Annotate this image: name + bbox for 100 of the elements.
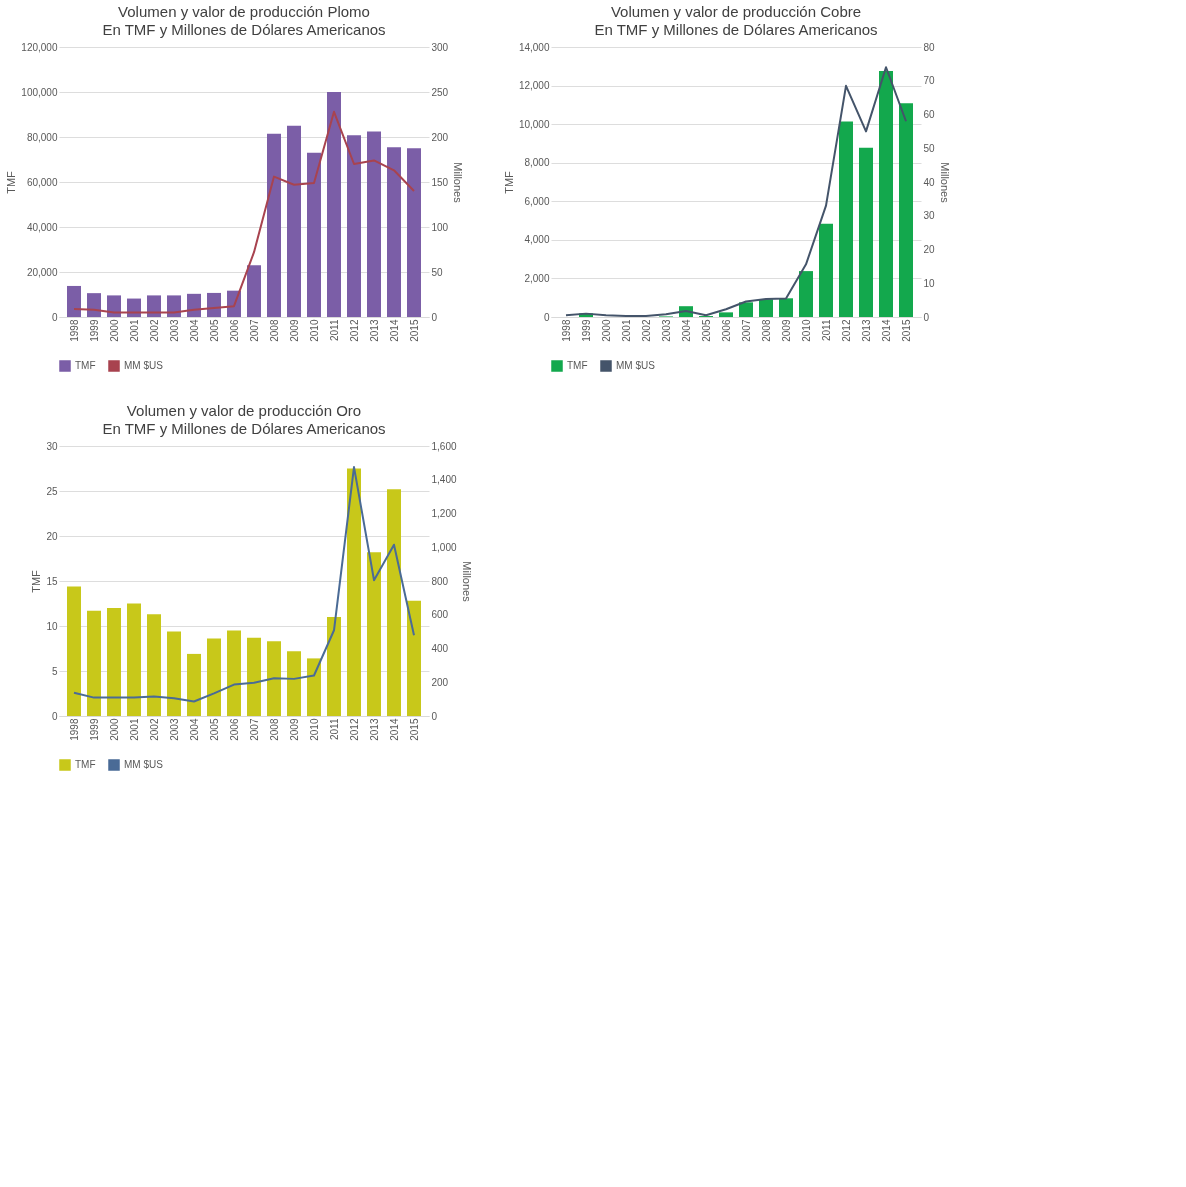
bar — [347, 135, 361, 317]
bar — [207, 638, 221, 716]
x-tick-label: 2014 — [388, 718, 400, 741]
x-tick-label: 2006 — [228, 319, 240, 342]
y2-tick-label: 200 — [431, 676, 449, 688]
x-tick-label: 2004 — [680, 319, 692, 342]
y2-tick-label: 100 — [431, 221, 449, 233]
y-tick-label: 80,000 — [26, 131, 58, 143]
y-tick-label: 12,000 — [518, 80, 550, 92]
x-tick-label: 2009 — [780, 319, 792, 342]
y2-tick-label: 600 — [431, 609, 449, 621]
y-tick-label: 10,000 — [518, 118, 550, 130]
bar — [167, 631, 181, 716]
y-tick-label: 20 — [46, 530, 58, 542]
x-tick-label: 2001 — [128, 718, 140, 741]
y2-tick-label: 1,400 — [431, 474, 457, 486]
chart-subtitle: En TMF y Millones de Dólares Americanos — [102, 420, 386, 437]
y2-tick-label: 150 — [431, 176, 449, 188]
y2-axis-title: Millones — [460, 561, 473, 603]
x-tick-label: 2000 — [108, 319, 120, 342]
x-tick-label: 2012 — [348, 718, 360, 741]
y-tick-label: 8,000 — [524, 157, 550, 169]
y2-tick-label: 1,600 — [431, 440, 457, 452]
y-tick-label: 0 — [543, 311, 550, 323]
bar — [799, 271, 813, 317]
x-tick-label: 2009 — [288, 718, 300, 741]
legend-label: TMF — [567, 360, 588, 371]
legend-label: TMF — [75, 360, 96, 371]
bar — [107, 295, 121, 317]
bar — [327, 617, 341, 716]
bar — [147, 614, 161, 716]
bar — [87, 610, 101, 716]
bar — [307, 152, 321, 317]
x-tick-label: 2012 — [840, 319, 852, 342]
legend-label: MM $US — [124, 759, 164, 770]
x-tick-label: 2005 — [208, 319, 220, 342]
x-tick-label: 2000 — [108, 718, 120, 741]
y-axis-title: TMF — [502, 170, 515, 194]
y2-tick-label: 70 — [923, 75, 936, 87]
bar — [247, 637, 261, 716]
x-tick-label: 2015 — [900, 319, 912, 342]
bar — [107, 608, 121, 716]
y-tick-label: 0 — [51, 710, 58, 722]
y2-tick-label: 30 — [923, 210, 936, 222]
y2-tick-label: 250 — [431, 86, 449, 98]
y2-tick-label: 200 — [431, 131, 449, 143]
x-tick-label: 2011 — [328, 319, 340, 342]
x-tick-label: 2010 — [800, 319, 812, 342]
y2-tick-label: 300 — [431, 41, 449, 53]
y2-tick-label: 400 — [431, 643, 449, 654]
bar — [779, 298, 793, 317]
bar — [407, 600, 421, 716]
y2-tick-label: 800 — [431, 575, 449, 587]
x-tick-label: 1998 — [68, 319, 80, 342]
legend-label: TMF — [75, 759, 96, 770]
x-tick-label: 2013 — [860, 319, 872, 342]
bar — [819, 223, 833, 317]
x-tick-label: 2001 — [620, 319, 632, 342]
bar — [187, 653, 201, 716]
x-tick-label: 2005 — [208, 718, 220, 741]
x-tick-label: 2012 — [348, 319, 360, 342]
legend-label: MM $US — [616, 360, 656, 371]
x-tick-label: 1999 — [88, 718, 100, 741]
y-axis-title: TMF — [30, 569, 43, 593]
bar — [227, 630, 241, 716]
bar — [367, 131, 381, 317]
x-tick-label: 2002 — [148, 319, 160, 342]
x-tick-label: 2005 — [700, 319, 712, 342]
x-tick-label: 2007 — [740, 319, 752, 342]
y2-tick-label: 10 — [923, 277, 936, 289]
bar — [207, 292, 221, 317]
bar — [347, 468, 361, 716]
y2-tick-label: 1,000 — [431, 541, 457, 553]
bar — [287, 651, 301, 716]
bar — [147, 295, 161, 317]
bar — [167, 295, 181, 317]
x-tick-label: 1998 — [68, 718, 80, 741]
x-tick-label: 2010 — [308, 718, 320, 741]
bar — [407, 148, 421, 317]
y-tick-label: 40,000 — [26, 221, 58, 233]
bar — [719, 312, 733, 317]
x-tick-label: 2007 — [248, 319, 260, 342]
y2-tick-label: 40 — [923, 176, 936, 188]
bar — [387, 489, 401, 716]
bar — [859, 147, 873, 317]
x-tick-label: 2004 — [188, 718, 200, 741]
y-tick-label: 5 — [51, 665, 58, 677]
bar — [367, 552, 381, 716]
x-tick-label: 2002 — [148, 718, 160, 741]
chart-title: Volumen y valor de producción Plomo — [118, 3, 370, 20]
x-tick-label: 2004 — [188, 319, 200, 342]
chart-subtitle: En TMF y Millones de Dólares Americanos — [594, 21, 878, 38]
bar — [899, 103, 913, 317]
y-tick-label: 100,000 — [21, 86, 58, 98]
line-series — [565, 66, 907, 317]
x-tick-label: 2008 — [268, 319, 280, 342]
y-axis-title: TMF — [5, 170, 18, 194]
y-tick-label: 10 — [46, 620, 58, 632]
bar — [307, 658, 321, 716]
y-tick-label: 14,000 — [518, 41, 550, 53]
